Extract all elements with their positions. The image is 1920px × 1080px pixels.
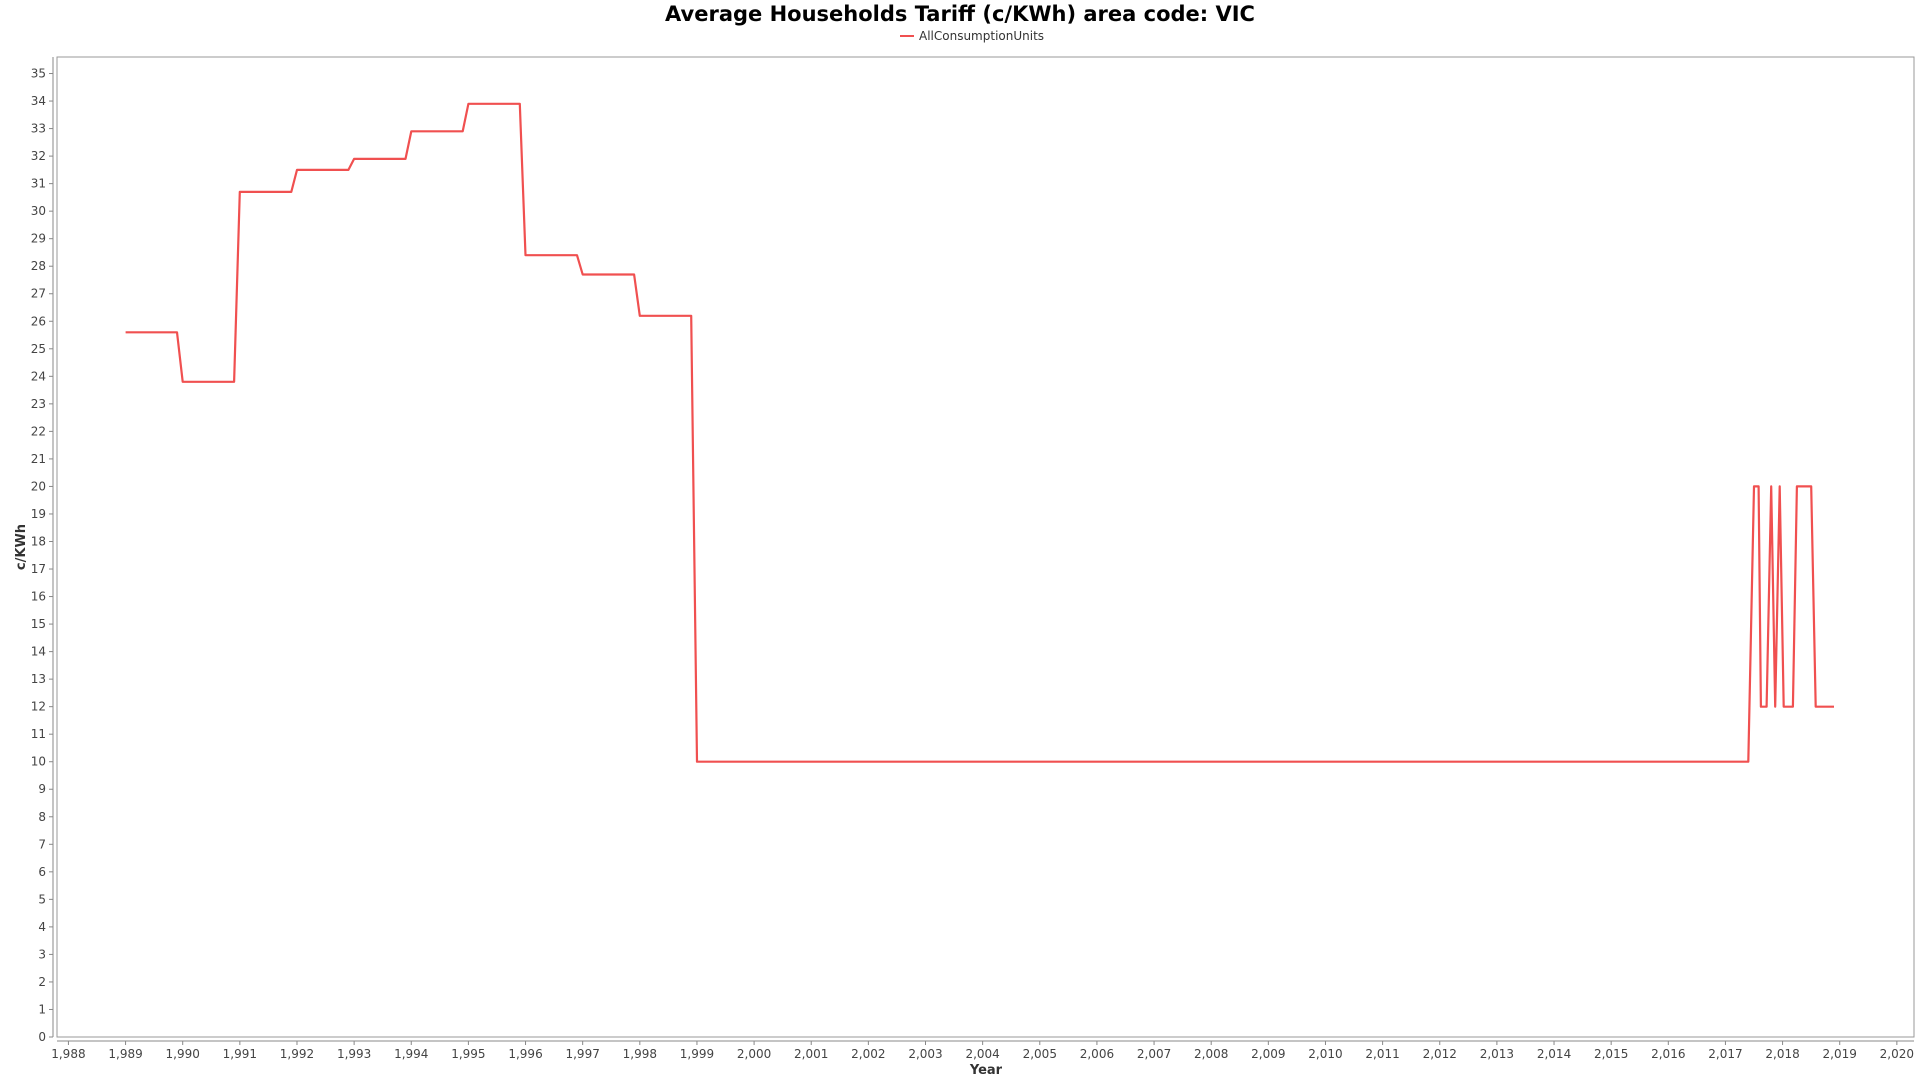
y-tick-label: 12 [31, 700, 46, 714]
y-tick-label: 14 [31, 645, 46, 659]
y-tick-label: 5 [38, 892, 46, 906]
x-tick-label: 2,006 [1080, 1047, 1114, 1061]
y-tick-label: 23 [31, 397, 46, 411]
x-tick-label: 1,989 [108, 1047, 142, 1061]
y-tick-label: 28 [31, 259, 46, 273]
legend: AllConsumptionUnits [900, 29, 1044, 43]
x-tick-label: 2,013 [1480, 1047, 1514, 1061]
x-tick-label: 2,014 [1537, 1047, 1571, 1061]
y-tick-label: 18 [31, 534, 46, 548]
y-tick-label: 17 [31, 562, 46, 576]
y-tick-label: 29 [31, 232, 46, 246]
x-tick-label: 1,992 [280, 1047, 314, 1061]
y-tick-label: 15 [31, 617, 46, 631]
y-tick-label: 33 [31, 122, 46, 136]
y-tick-label: 13 [31, 672, 46, 686]
plot-area [56, 56, 1915, 1038]
y-tick-label: 26 [31, 314, 46, 328]
y-tick-label: 16 [31, 590, 46, 604]
x-tick-label: 2,011 [1365, 1047, 1399, 1061]
y-tick-label: 34 [31, 94, 46, 108]
y-tick-label: 9 [38, 782, 46, 796]
x-tick-label: 2,005 [1023, 1047, 1057, 1061]
y-tick-label: 24 [31, 369, 46, 383]
y-tick-label: 30 [31, 204, 46, 218]
y-tick-label: 0 [38, 1030, 46, 1044]
x-tick-label: 2,010 [1308, 1047, 1342, 1061]
x-tick-label: 1,999 [680, 1047, 714, 1061]
x-tick-label: 2,016 [1651, 1047, 1685, 1061]
x-axis-label: Year [969, 1063, 1003, 1078]
y-tick-label: 6 [38, 865, 46, 879]
legend-label: AllConsumptionUnits [919, 29, 1044, 43]
x-tick-label: 1,996 [508, 1047, 542, 1061]
x-tick-label: 2,002 [851, 1047, 885, 1061]
x-tick-label: 2,003 [908, 1047, 942, 1061]
y-tick-label: 20 [31, 479, 46, 493]
y-tick-label: 1 [38, 1002, 46, 1016]
x-tick-label: 2,019 [1823, 1047, 1857, 1061]
x-tick-label: 2,020 [1880, 1047, 1914, 1061]
y-tick-label: 11 [31, 727, 46, 741]
series-line-0 [125, 102, 1834, 763]
y-tick-label: 22 [31, 424, 46, 438]
x-tick-label: 2,018 [1765, 1047, 1799, 1061]
y-tick-label: 21 [31, 452, 46, 466]
y-tick-label: 25 [31, 342, 46, 356]
y-tick-label: 4 [38, 920, 46, 934]
x-tick-label: 1,993 [337, 1047, 371, 1061]
x-tick-label: 1,995 [451, 1047, 485, 1061]
y-tick-label: 35 [31, 67, 46, 81]
y-tick-label: 31 [31, 177, 46, 191]
y-tick-label: 2 [38, 975, 46, 989]
x-tick-label: 1,988 [51, 1047, 85, 1061]
x-tick-label: 2,015 [1594, 1047, 1628, 1061]
x-tick-label: 2,017 [1708, 1047, 1742, 1061]
y-tick-label: 7 [38, 837, 46, 851]
x-tick-label: 1,998 [623, 1047, 657, 1061]
y-tick-label: 8 [38, 810, 46, 824]
y-tick-label: 3 [38, 947, 46, 961]
series-group [125, 102, 1834, 763]
y-axis-label: c/KWh [14, 524, 29, 570]
x-tick-label: 2,004 [965, 1047, 999, 1061]
x-tick-label: 1,997 [565, 1047, 599, 1061]
y-tick-label: 27 [31, 287, 46, 301]
x-tick-label: 1,991 [223, 1047, 257, 1061]
y-tick-label: 32 [31, 149, 46, 163]
y-tick-label: 10 [31, 755, 46, 769]
chart-title: Average Households Tariff (c/KWh) area c… [665, 2, 1255, 26]
x-tick-label: 1,990 [166, 1047, 200, 1061]
x-axis: 1,988 1,989 1,990 1,991 1,992 1,993 1,994 1,995… [51, 1041, 1914, 1061]
x-tick-label: 2,009 [1251, 1047, 1285, 1061]
x-tick-label: 2,000 [737, 1047, 771, 1061]
y-tick-label: 19 [31, 507, 46, 521]
x-tick-label: 2,001 [794, 1047, 828, 1061]
x-tick-label: 2,008 [1194, 1047, 1228, 1061]
x-tick-label: 1,994 [394, 1047, 428, 1061]
y-axis: 0123456789101112131415161718192021222324… [31, 67, 53, 1044]
x-tick-label: 2,007 [1137, 1047, 1171, 1061]
x-tick-label: 2,012 [1423, 1047, 1457, 1061]
